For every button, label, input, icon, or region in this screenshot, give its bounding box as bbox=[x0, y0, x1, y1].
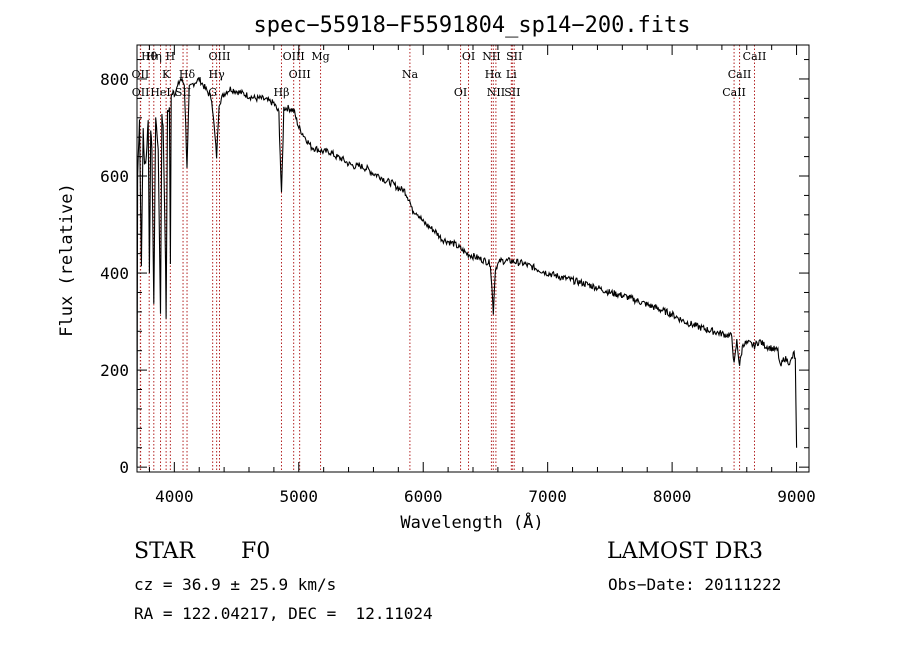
x-tick-label: 5000 bbox=[280, 487, 319, 506]
spectral-line-label: Hδ bbox=[179, 68, 196, 81]
spectral-line-label: SII bbox=[506, 50, 522, 63]
coordinates: RA = 122.04217, DEC = 12.11024 bbox=[134, 604, 433, 623]
spectral-line-label: OII bbox=[132, 86, 150, 99]
spectral-line-label: Hθ bbox=[141, 50, 158, 63]
spectral-line-label: G bbox=[208, 86, 217, 99]
line-markers bbox=[139, 45, 755, 472]
spectral-line-label: CaII bbox=[722, 86, 746, 99]
spectral-line-label: Na bbox=[402, 68, 419, 81]
x-tick-label: 9000 bbox=[777, 487, 816, 506]
chart-title: spec−55918−F5591804_sp14−200.fits bbox=[253, 13, 690, 38]
x-tick-label: 8000 bbox=[653, 487, 692, 506]
spectral-line-label: OI bbox=[454, 86, 467, 99]
spectrum-line bbox=[136, 76, 798, 468]
spectral-line-label: Hβ bbox=[274, 86, 290, 99]
spectral-line-label: NII bbox=[482, 50, 500, 63]
spectral-line-label: K bbox=[162, 68, 171, 81]
obs-date: Obs−Date: 20111222 bbox=[608, 575, 782, 594]
y-axis-label: Flux (relative) bbox=[57, 183, 77, 337]
object-class: STAR bbox=[134, 539, 195, 564]
line-marker-labels: Hθ OII OII HηK HeI HHδ SII OIII Hγ G OIII OIII Hβ Mg N… bbox=[132, 50, 767, 99]
object-subclass: F0 bbox=[241, 539, 271, 564]
spectral-line-label: OIII bbox=[283, 50, 305, 63]
spectral-line-label: OIII bbox=[289, 68, 311, 81]
y-tick-label: 800 bbox=[100, 70, 129, 89]
survey-name: LAMOST DR3 bbox=[607, 539, 763, 564]
spectral-line-label: CaII bbox=[743, 50, 767, 63]
axis-tick-labels: 4000 5000 6000 7000 8000 9000 0 200 400 600 800 bbox=[100, 70, 816, 506]
spectral-line-label: Hα bbox=[485, 68, 503, 81]
redshift-value: cz = 36.9 ± 25.9 km/s bbox=[134, 575, 337, 594]
spectral-line-label: H bbox=[166, 50, 176, 63]
x-axis-label: Wavelength (Å) bbox=[400, 511, 543, 533]
x-tick-label: 6000 bbox=[404, 487, 443, 506]
x-tick-label: 4000 bbox=[155, 487, 194, 506]
spectral-line-label: SII bbox=[175, 86, 191, 99]
y-tick-label: 0 bbox=[119, 458, 129, 477]
spectral-line-label: OI bbox=[462, 50, 475, 63]
y-tick-label: 400 bbox=[100, 264, 129, 283]
spectral-line-label: Hγ bbox=[209, 68, 226, 81]
spectral-line-label: NII bbox=[487, 86, 505, 99]
spectral-line-label: Li bbox=[506, 68, 517, 81]
spectral-line-label: Mg bbox=[311, 50, 329, 63]
spectral-line-label: HeI bbox=[150, 86, 170, 99]
y-tick-label: 200 bbox=[100, 361, 129, 380]
spectral-line-label: CaII bbox=[728, 68, 752, 81]
spectral-line-label: SII bbox=[504, 86, 520, 99]
spectral-line-label: OIII bbox=[208, 50, 230, 63]
spectral-line-label: Hη bbox=[146, 50, 162, 63]
y-tick-label: 600 bbox=[100, 167, 129, 186]
axis-ticks bbox=[137, 45, 809, 472]
x-tick-label: 7000 bbox=[528, 487, 567, 506]
spectral-line-label: OII bbox=[132, 68, 150, 81]
